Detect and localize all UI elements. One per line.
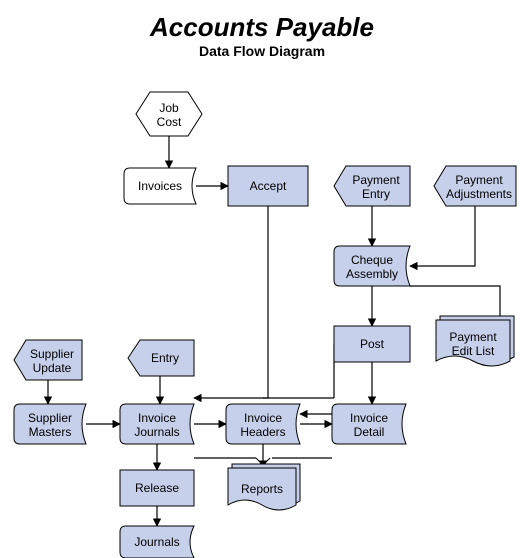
node-invoices: Invoices [124,168,196,204]
svg-text:Update: Update [33,361,72,375]
node-job_cost: JobCost [136,92,202,136]
node-post: Post [334,326,410,362]
edge-pay_adj-cheque [410,206,475,266]
svg-text:Edit List: Edit List [452,344,495,358]
edge-accept-inv_head [263,206,268,398]
svg-text:Release: Release [135,481,179,495]
svg-text:Detail: Detail [354,425,385,439]
node-pay_edit: PaymentEdit List [436,316,514,366]
node-inv_head: InvoiceHeaders [226,404,300,444]
page-title: Accounts Payable [149,12,374,42]
svg-text:Post: Post [360,337,385,351]
svg-text:Accept: Accept [250,179,287,193]
svg-text:Headers: Headers [240,425,285,439]
svg-text:Entry: Entry [151,351,179,365]
svg-text:Payment: Payment [455,173,503,187]
svg-text:Reports: Reports [241,482,283,496]
svg-text:Invoices: Invoices [138,179,182,193]
svg-text:Job: Job [159,101,179,115]
svg-text:Cost: Cost [157,115,182,129]
svg-text:Invoice: Invoice [350,411,388,425]
node-release: Release [120,470,194,506]
svg-text:Assembly: Assembly [346,267,398,281]
svg-text:Journals: Journals [134,535,179,549]
node-entry: Entry [128,340,194,376]
svg-text:Invoice: Invoice [244,411,282,425]
svg-text:Journals: Journals [134,425,179,439]
flow-diagram: Accounts Payable Data Flow Diagram JobCo… [0,0,524,558]
svg-text:Payment: Payment [449,330,497,344]
svg-text:Payment: Payment [352,173,400,187]
svg-text:Supplier: Supplier [30,347,74,361]
node-sup_mast: SupplierMasters [14,404,86,444]
svg-text:Cheque: Cheque [351,253,393,267]
page-subtitle: Data Flow Diagram [199,43,325,59]
node-cheque: ChequeAssembly [334,246,410,286]
node-journals: Journals [120,526,194,558]
node-reports: Reports [228,464,300,510]
node-accept: Accept [228,166,308,206]
node-pay_entry: PaymentEntry [334,166,410,206]
svg-text:Supplier: Supplier [28,411,72,425]
svg-text:Masters: Masters [29,425,72,439]
node-sup_upd: SupplierUpdate [14,340,82,380]
svg-text:Adjustments: Adjustments [446,187,512,201]
node-inv_det: InvoiceDetail [332,404,406,444]
node-pay_adj: PaymentAdjustments [434,166,516,206]
svg-text:Invoice: Invoice [138,411,176,425]
svg-text:Entry: Entry [362,187,390,201]
node-inv_jrnl: InvoiceJournals [120,404,194,444]
